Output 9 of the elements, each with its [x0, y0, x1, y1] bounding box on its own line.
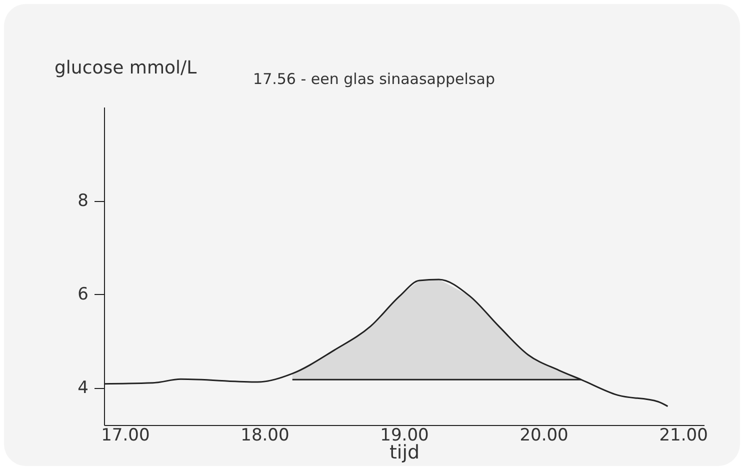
x-tick-label: 17.00: [101, 426, 150, 446]
x-tick-label: 21.00: [659, 426, 708, 446]
y-tick-label: 8: [78, 191, 88, 212]
text: 17.56 - een glas sinaasappelsap: [253, 70, 495, 88]
y-axis-title: glucose mmol/L: [54, 58, 197, 78]
y-tick-label: 6: [78, 284, 88, 305]
y-tick-label: 4: [78, 378, 88, 398]
x-tick-label: 20.00: [520, 426, 568, 446]
x-tick-label: 18.00: [240, 426, 290, 446]
